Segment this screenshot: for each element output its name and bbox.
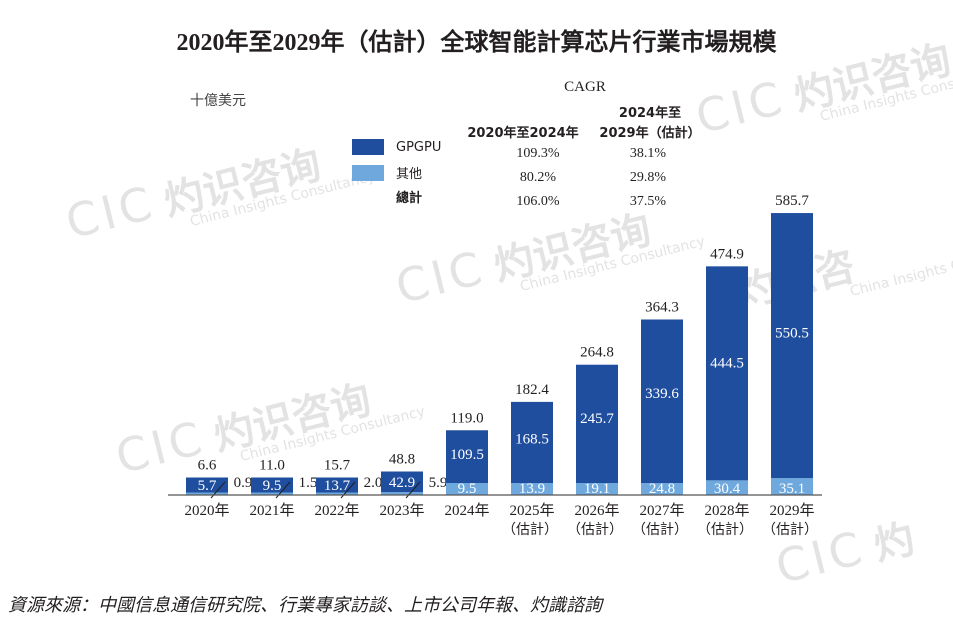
total-label-1: 11.0 [259, 458, 285, 474]
total-label-6: 264.8 [580, 345, 614, 361]
total-label-7: 364.3 [645, 299, 679, 315]
bar-other-4 [446, 483, 488, 495]
bar-other-5 [511, 483, 553, 495]
legend-item-total: 總計 [352, 187, 422, 206]
legend-label-other: 其他 [396, 167, 423, 182]
other-value-label-5: 13.9 [519, 481, 545, 497]
x-tick-label-8: 2028年 [704, 502, 749, 519]
x-tick-sublabel-9: （估計） [762, 522, 818, 538]
cagr-other-2024-2029: 29.8% [629, 170, 667, 185]
cagr-total-2024-2029: 37.5% [629, 194, 667, 209]
other-value-label-1: 1.5 [299, 475, 318, 491]
bar-gpgpu-5 [511, 401, 553, 483]
chart-title: 2020年至2029年（估計）全球智能計算芯片行業市場規模 [176, 30, 777, 56]
legend-swatch-other [352, 164, 384, 181]
gpgpu-value-label-5: 168.5 [515, 431, 549, 447]
x-tick-label-6: 2026年 [574, 502, 619, 519]
bar-other-1 [251, 492, 293, 495]
total-label-8: 474.9 [710, 246, 744, 262]
gpgpu-value-label-7: 339.6 [645, 386, 679, 402]
x-tick-label-2: 2022年 [314, 502, 359, 519]
gpgpu-value-label-1: 9.5 [263, 478, 282, 494]
x-tick-label-9: 2029年 [769, 502, 814, 519]
bar-gpgpu-3 [381, 471, 423, 493]
bar-other-9 [771, 478, 813, 495]
bar-gpgpu-9 [771, 213, 813, 479]
bar-gpgpu-2 [316, 477, 358, 493]
x-tick-label-5: 2025年 [509, 502, 554, 519]
bar-gpgpu-0 [186, 477, 228, 493]
total-label-5: 182.4 [515, 382, 549, 398]
cagr-gpgpu-2020-2024: 109.3% [516, 146, 560, 161]
total-label-4: 119.0 [450, 410, 483, 426]
unit-label: 十億美元 [190, 93, 246, 109]
bar-other-6 [576, 483, 618, 495]
other-value-label-8: 30.4 [714, 481, 741, 497]
x-tick-label-3: 2023年 [379, 502, 424, 519]
bar-other-0 [186, 492, 228, 495]
legend-label-total: 總計 [396, 191, 423, 206]
other-value-label-2: 2.0 [364, 475, 383, 491]
gpgpu-value-label-0: 5.7 [198, 478, 217, 494]
x-tick-label-7: 2027年 [639, 502, 684, 519]
source-note: 資源來源：中國信息通信研究院、行業專家訪談、上市公司年報、灼識諮詢 [8, 595, 602, 616]
bar-gpgpu-1 [251, 477, 293, 493]
legend-item-other: 其他 [352, 163, 422, 182]
total-label-3: 48.8 [389, 452, 415, 468]
x-tick-sublabel-8: （估計） [697, 522, 753, 538]
cagr-col2-header-line2: 2029年（估計） [599, 126, 701, 141]
other-value-label-0: 0.9 [234, 475, 253, 491]
other-value-label-6: 19.1 [584, 481, 610, 497]
legend-swatch-gpgpu [352, 139, 384, 155]
x-tick-label-4: 2024年 [444, 502, 489, 519]
gpgpu-value-label-6: 245.7 [580, 411, 614, 427]
total-label-0: 6.6 [198, 458, 217, 474]
x-tick-label-0: 2020年 [184, 502, 229, 519]
cagr-col2-header-line1: 2024年至 [618, 106, 682, 121]
total-label-2: 15.7 [324, 458, 351, 474]
bar-other-8 [706, 480, 748, 495]
bar-gpgpu-8 [706, 266, 748, 481]
x-tick-label-1: 2021年 [249, 502, 294, 519]
gpgpu-value-label-2: 13.7 [324, 478, 351, 494]
bar-other-7 [641, 483, 683, 495]
bar-gpgpu-7 [641, 319, 683, 483]
x-tick-sublabel-5: （估計） [502, 522, 558, 538]
legend-swatch-empty [352, 189, 384, 205]
gpgpu-value-label-9: 550.5 [775, 325, 809, 341]
gpgpu-value-label-8: 444.5 [710, 356, 744, 372]
legend-label-gpgpu: GPGPU [396, 139, 442, 155]
legend-item-gpgpu: GPGPU [352, 139, 441, 155]
x-tick-sublabel-7: （估計） [632, 522, 688, 538]
cagr-other-2020-2024: 80.2% [519, 170, 557, 185]
bar-other-3 [381, 492, 423, 495]
gpgpu-value-label-3: 42.9 [389, 475, 415, 491]
cagr-total-2020-2024: 106.0% [516, 194, 560, 209]
other-value-label-3: 5.9 [429, 475, 448, 491]
x-tick-sublabel-6: （估計） [567, 522, 623, 538]
other-value-label-7: 24.8 [649, 481, 675, 497]
other-value-label-9: 35.1 [779, 481, 805, 497]
total-label-9: 585.7 [775, 193, 809, 209]
bar-gpgpu-6 [576, 364, 618, 483]
bar-other-2 [316, 492, 358, 495]
bar-gpgpu-4 [446, 430, 488, 483]
other-value-label-4: 9.5 [458, 481, 477, 497]
gpgpu-value-label-4: 109.5 [450, 447, 484, 463]
cagr-gpgpu-2024-2029: 38.1% [629, 146, 667, 161]
cagr-title: CAGR [564, 79, 606, 95]
cagr-col1-header: 2020年至2024年 [467, 126, 579, 141]
